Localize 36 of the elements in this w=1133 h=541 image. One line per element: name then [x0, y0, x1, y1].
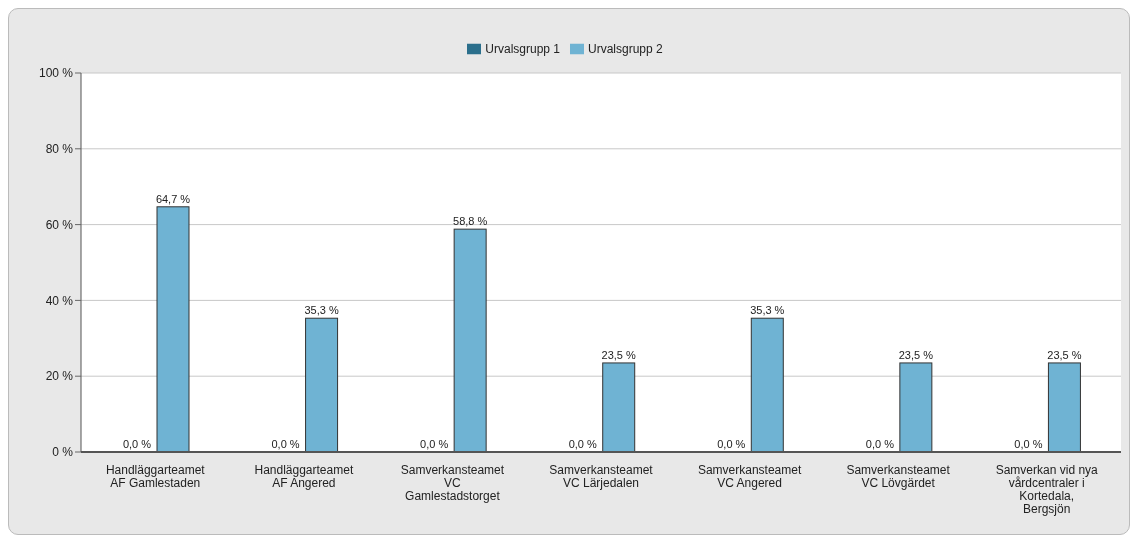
y-tick-label: 60 %: [45, 217, 74, 232]
data-label: 23,5 %: [898, 348, 934, 361]
y-tick-label: 100 %: [38, 66, 74, 81]
y-tick-label: 0 %: [52, 445, 74, 460]
data-label: 0,0 %: [568, 438, 597, 450]
data-label: 0,0 %: [717, 438, 746, 450]
data-label: 64,7 %: [155, 192, 191, 205]
bar: [156, 206, 190, 452]
bar: [1047, 362, 1081, 452]
data-label: 0,0 %: [271, 438, 300, 450]
data-label: 0,0 %: [420, 438, 449, 450]
x-tick-label: Handläggarteamet AF Gamlestaden: [105, 463, 206, 490]
legend-label: Urvalsgrupp 2: [588, 42, 663, 56]
bar: [750, 317, 784, 452]
data-label: 0,0 %: [122, 438, 152, 450]
bar: [602, 362, 636, 452]
y-tick-label: 20 %: [45, 369, 74, 384]
data-label: 0,0 %: [1014, 438, 1043, 450]
bar: [305, 317, 339, 452]
data-label: 58,8 %: [453, 215, 488, 228]
x-tick-label: Samverkansteamet VC Lövgärdet: [846, 463, 951, 490]
bar: [453, 228, 487, 452]
legend-label: Urvalsgrupp 1: [485, 42, 560, 56]
x-tick-label: Samverkan vid nya vårdcentraler i Kortedala, Bergsjön: [995, 463, 1099, 516]
data-label: 23,5 %: [601, 348, 637, 361]
y-tick-label: 80 %: [45, 142, 74, 157]
x-tick-label: Samverkansteamet VC Lärjedalen: [549, 463, 654, 490]
x-tick-label: Handläggarteamet AF Angered: [254, 463, 354, 490]
bar: [899, 362, 933, 452]
y-tick-label: 40 %: [45, 293, 74, 308]
data-label: 23,5 %: [1047, 348, 1082, 361]
x-tick-label: Samverkansteamet VC Angered: [697, 463, 802, 490]
data-label: 0,0 %: [865, 438, 895, 450]
data-label: 35,3 %: [304, 304, 339, 317]
data-label: 35,3 %: [750, 304, 785, 317]
x-tick-label: Samverkansteamet VC Gamlestadstorget: [400, 463, 505, 503]
